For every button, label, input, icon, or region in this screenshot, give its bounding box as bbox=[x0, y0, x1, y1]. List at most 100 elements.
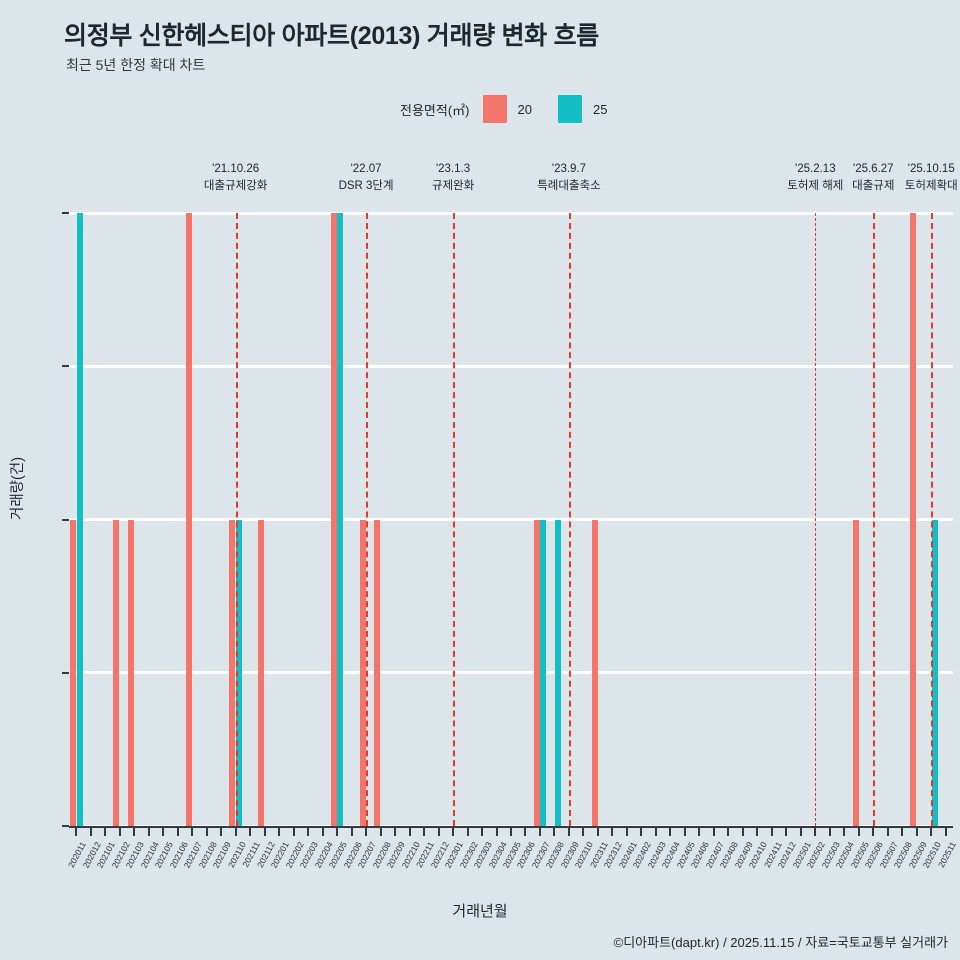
x-tick-mark bbox=[886, 828, 889, 836]
x-tick-mark bbox=[466, 828, 469, 836]
x-tick-mark bbox=[510, 828, 512, 836]
x-tick-mark bbox=[336, 828, 339, 836]
bar[interactable] bbox=[533, 519, 540, 826]
x-tick-mark bbox=[654, 828, 657, 836]
x-tick-mark bbox=[307, 828, 310, 836]
x-tick-mark bbox=[423, 828, 426, 836]
bar[interactable] bbox=[185, 213, 192, 826]
x-tick-mark bbox=[756, 828, 759, 836]
bar[interactable] bbox=[591, 519, 598, 826]
x-tick-mark bbox=[930, 828, 933, 836]
x-tick-mark bbox=[843, 828, 846, 836]
x-tick-mark bbox=[263, 828, 266, 836]
x-tick-mark bbox=[901, 828, 904, 836]
plot-area bbox=[69, 211, 953, 828]
x-tick-mark bbox=[75, 828, 78, 836]
x-tick-mark bbox=[234, 828, 237, 836]
event-date: '21.10.26 bbox=[212, 163, 260, 175]
bar[interactable] bbox=[374, 519, 381, 826]
event-date: '25.6.27 bbox=[852, 163, 894, 175]
x-tick-mark bbox=[292, 828, 295, 836]
bar[interactable] bbox=[229, 519, 236, 826]
x-tick-mark bbox=[915, 828, 918, 836]
x-tick-mark bbox=[872, 828, 875, 836]
bar[interactable] bbox=[127, 519, 134, 826]
bar[interactable] bbox=[113, 519, 120, 826]
x-tick-mark bbox=[133, 828, 136, 836]
y-axis-title: 거래량(건) bbox=[10, 456, 26, 520]
x-tick-mark bbox=[785, 828, 788, 836]
x-tick-mark bbox=[365, 828, 368, 836]
x-tick-mark bbox=[495, 828, 498, 836]
event-annotation: '25.10.15 토허제확대 bbox=[905, 161, 958, 195]
x-tick-mark bbox=[437, 828, 440, 836]
y-tick-mark bbox=[62, 825, 69, 827]
chart-title: 의정부 신한헤스티아 아파트(2013) 거래량 변화 흐름 bbox=[64, 22, 599, 50]
legend-swatch-20[interactable] bbox=[482, 95, 507, 123]
bar[interactable] bbox=[540, 519, 547, 826]
gridline bbox=[69, 671, 953, 675]
x-tick-mark bbox=[176, 828, 179, 836]
event-date: '22.07 bbox=[350, 163, 382, 175]
event-annotation: '23.9.7 특례대출축소 bbox=[537, 161, 600, 195]
gridline bbox=[69, 518, 953, 521]
x-tick-mark bbox=[712, 828, 715, 836]
event-marker-line bbox=[568, 213, 571, 826]
event-annotation: '23.1.3 규제완화 bbox=[432, 161, 474, 195]
x-tick-mark bbox=[944, 828, 947, 836]
bar[interactable] bbox=[337, 213, 344, 826]
bar[interactable] bbox=[330, 213, 337, 826]
x-tick-mark bbox=[698, 828, 701, 836]
x-tick-mark bbox=[220, 828, 223, 836]
x-tick-mark bbox=[249, 828, 252, 836]
x-tick-mark bbox=[278, 828, 281, 836]
footer-credit: ©디아파트(dapt.kr) / 2025.11.15 / 자료=국토교통부 실… bbox=[613, 935, 948, 950]
x-tick-mark bbox=[727, 828, 730, 836]
event-marker-line bbox=[366, 213, 369, 826]
x-tick-mark bbox=[350, 828, 353, 836]
legend-title: 전용면적(㎡) bbox=[400, 102, 470, 118]
chart-legend: 전용면적(㎡) 20 25 bbox=[400, 95, 607, 123]
x-tick-mark bbox=[321, 828, 324, 836]
event-label: 특례대출축소 bbox=[537, 180, 601, 192]
x-tick-mark bbox=[408, 828, 411, 836]
legend-swatch-25[interactable] bbox=[557, 95, 582, 123]
bar[interactable] bbox=[76, 213, 83, 826]
event-marker-line bbox=[873, 213, 876, 826]
bar[interactable] bbox=[359, 519, 366, 826]
event-marker-line bbox=[931, 213, 934, 826]
event-label: 토허제 해제 bbox=[787, 180, 844, 192]
x-tick-mark bbox=[538, 828, 541, 836]
x-tick-mark bbox=[770, 828, 773, 836]
x-axis-line bbox=[69, 826, 953, 828]
y-tick-mark bbox=[62, 365, 69, 368]
event-date: '25.10.15 bbox=[907, 163, 955, 175]
x-tick-mark bbox=[147, 828, 150, 836]
event-label: 대출규제강화 bbox=[203, 180, 268, 192]
bar[interactable] bbox=[258, 519, 265, 826]
x-axis-title: 거래년월 bbox=[452, 903, 508, 920]
event-annotation: '25.2.13 토허제 해제 bbox=[787, 161, 843, 195]
bar[interactable] bbox=[235, 519, 242, 826]
bar[interactable] bbox=[852, 519, 859, 826]
x-tick-mark bbox=[625, 828, 628, 836]
event-marker-line bbox=[815, 213, 817, 826]
bar[interactable] bbox=[931, 519, 938, 826]
x-tick-mark bbox=[683, 828, 686, 836]
event-marker-line bbox=[235, 213, 238, 826]
gridline bbox=[69, 364, 953, 368]
x-tick-mark bbox=[611, 828, 614, 836]
x-tick-mark bbox=[452, 828, 455, 836]
event-label: 규제완화 bbox=[431, 180, 475, 192]
bar[interactable] bbox=[69, 519, 76, 826]
legend-label-20: 20 bbox=[517, 101, 532, 117]
bar[interactable] bbox=[554, 519, 561, 826]
x-tick-mark bbox=[104, 828, 107, 836]
event-annotation: '22.07 DSR 3단계 bbox=[339, 161, 394, 195]
bar[interactable] bbox=[910, 213, 917, 826]
event-label: 대출규제 bbox=[852, 180, 895, 192]
x-tick-mark bbox=[524, 828, 527, 836]
x-tick-mark bbox=[799, 828, 802, 836]
x-tick-mark bbox=[379, 828, 382, 836]
